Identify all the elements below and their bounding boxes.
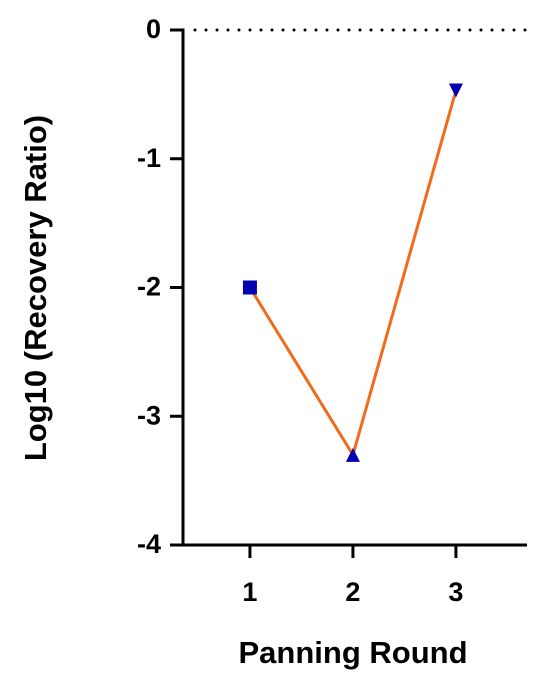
x-axis-title: Panning Round — [238, 635, 467, 670]
x-tick-label: 1 — [242, 577, 257, 607]
data-line — [248, 90, 458, 459]
x-tick-label: 2 — [345, 577, 360, 607]
y-tick-label: -1 — [137, 143, 161, 173]
marker — [345, 447, 360, 462]
y-tick-label: -4 — [137, 529, 161, 559]
marker — [242, 280, 257, 295]
x-tick-label: 3 — [448, 577, 463, 607]
y-tick-label: -3 — [137, 400, 161, 430]
y-tick-label: -2 — [137, 272, 161, 302]
y-axis-title: Log10 (Recovery Ratio) — [18, 115, 53, 461]
y-tick-label: 0 — [146, 14, 161, 44]
marker — [448, 83, 463, 98]
